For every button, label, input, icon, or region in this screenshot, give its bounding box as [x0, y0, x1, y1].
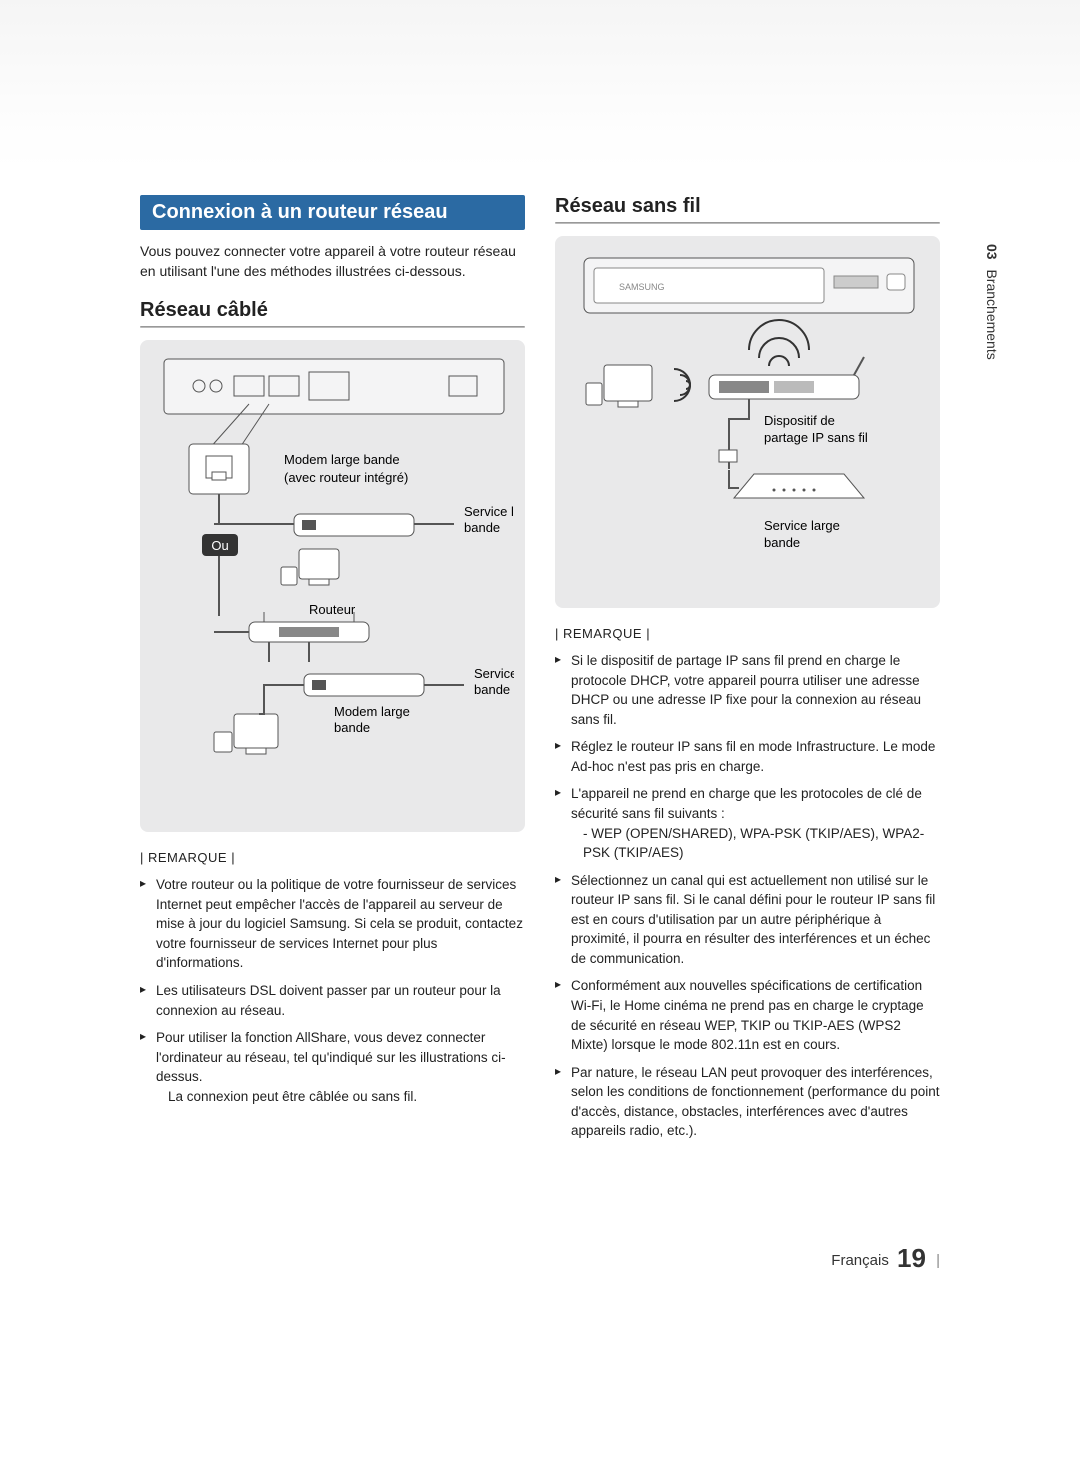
note-item: Votre routeur ou la politique de votre f…	[140, 875, 525, 973]
right-column: Réseau sans fil SAMSUNG	[555, 195, 940, 1149]
svg-text:Service large: Service large	[764, 518, 840, 533]
divider	[140, 326, 525, 328]
wireless-diagram: SAMSUNG	[555, 236, 940, 608]
svg-text:Service large: Service large	[474, 666, 514, 681]
divider	[555, 222, 940, 224]
svg-text:Routeur: Routeur	[309, 602, 356, 617]
chapter-label: Branchements	[984, 269, 1000, 359]
note-item: Les utilisateurs DSL doivent passer par …	[140, 981, 525, 1020]
side-chapter-tab: 03 Branchements	[984, 244, 1000, 360]
left-notes: Votre routeur ou la politique de votre f…	[140, 875, 525, 1106]
svg-text:bande: bande	[474, 682, 510, 697]
svg-text:bande: bande	[764, 535, 800, 550]
wireless-subhead: Réseau sans fil	[555, 195, 940, 218]
note-item: Réglez le routeur IP sans fil en mode In…	[555, 737, 940, 776]
note-item: L'appareil ne prend en charge que les pr…	[555, 784, 940, 862]
page-footer: Français 19 |	[831, 1243, 940, 1274]
main-content: Connexion à un routeur réseau Vous pouve…	[140, 195, 940, 1149]
remarque-label-left: | REMARQUE |	[140, 850, 525, 865]
note-item: Pour utiliser la fonction AllShare, vous…	[140, 1028, 525, 1106]
svg-text:Ou: Ou	[211, 538, 228, 553]
wired-diagram: Modem large bande (avec routeur intégré)…	[140, 340, 525, 832]
wired-subhead: Réseau câblé	[140, 299, 525, 322]
intro-text: Vous pouvez connecter votre appareil à v…	[140, 242, 525, 281]
note-tail: La connexion peut être câblée ou sans fi…	[156, 1087, 525, 1107]
remarque-label-right: | REMARQUE |	[555, 626, 940, 641]
left-column: Connexion à un routeur réseau Vous pouve…	[140, 195, 525, 1149]
section-header: Connexion à un routeur réseau	[140, 195, 525, 230]
note-text: L'appareil ne prend en charge que les pr…	[571, 786, 922, 821]
footer-lang: Français	[831, 1252, 889, 1269]
svg-text:bande: bande	[334, 720, 370, 735]
right-notes: Si le dispositif de partage IP sans fil …	[555, 651, 940, 1141]
chapter-number: 03	[984, 244, 1000, 260]
svg-text:(avec routeur intégré): (avec routeur intégré)	[284, 470, 408, 485]
note-text: Pour utiliser la fonction AllShare, vous…	[156, 1030, 506, 1084]
wireless-diagram-svg: SAMSUNG	[569, 250, 929, 590]
svg-text:Modem large bande: Modem large bande	[284, 452, 400, 467]
top-gradient-band	[0, 0, 1080, 170]
wired-diagram-svg: Modem large bande (avec routeur intégré)…	[154, 354, 514, 814]
svg-text:SAMSUNG: SAMSUNG	[619, 282, 665, 292]
svg-text:Service large: Service large	[464, 504, 514, 519]
footer-bar: |	[936, 1252, 940, 1269]
note-item: Par nature, le réseau LAN peut provoquer…	[555, 1063, 940, 1141]
note-item: Si le dispositif de partage IP sans fil …	[555, 651, 940, 729]
note-item: Conformément aux nouvelles spécification…	[555, 976, 940, 1054]
svg-text:Modem large: Modem large	[334, 704, 410, 719]
footer-page: 19	[897, 1243, 926, 1273]
note-sub: WEP (OPEN/SHARED), WPA-PSK (TKIP/AES), W…	[571, 824, 940, 863]
note-item: Sélectionnez un canal qui est actuelleme…	[555, 871, 940, 969]
svg-text:bande: bande	[464, 520, 500, 535]
svg-text:Dispositif de: Dispositif de	[764, 413, 835, 428]
svg-text:partage IP sans fil: partage IP sans fil	[764, 430, 868, 445]
